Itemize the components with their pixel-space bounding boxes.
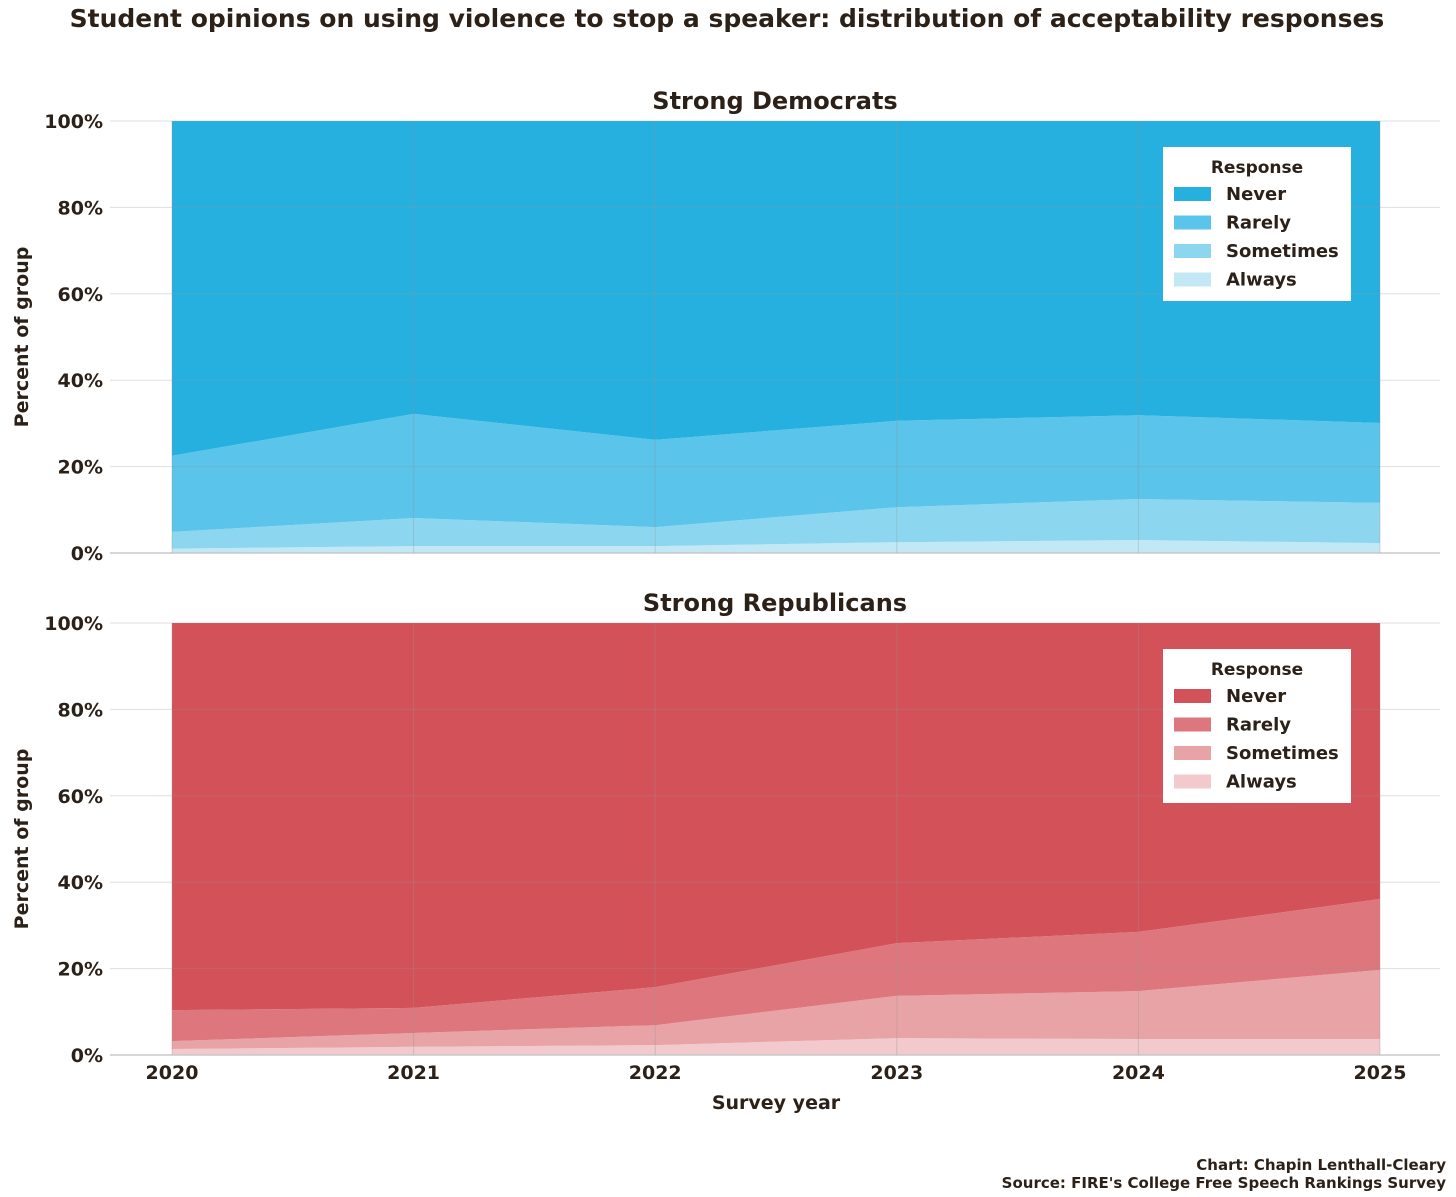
legend: Response Never Rarely Sometimes Always xyxy=(1163,147,1351,301)
legend-label-never: Never xyxy=(1226,184,1286,205)
x-tick-label: 2021 xyxy=(387,1062,440,1084)
chart-source: Source: FIRE's College Free Speech Ranki… xyxy=(1002,1174,1447,1192)
y-tick-label: 80% xyxy=(58,197,103,219)
legend-swatch-always xyxy=(1174,272,1211,287)
area-never xyxy=(172,623,1380,1011)
y-tick-label: 80% xyxy=(58,699,103,721)
y-tick-label: 20% xyxy=(58,457,103,479)
figure-title: Student opinions on using violence to st… xyxy=(70,4,1385,33)
area-rarely xyxy=(172,413,1380,532)
legend: Response Never Rarely Sometimes Always xyxy=(1163,649,1351,803)
y-tick-label: 20% xyxy=(58,959,103,981)
y-axis-label: Percent of group xyxy=(11,247,33,428)
y-tick-label: 0% xyxy=(71,1045,103,1067)
legend-swatch-always xyxy=(1174,774,1211,789)
area-rarely xyxy=(172,899,1380,1042)
y-tick-label: 100% xyxy=(44,613,103,635)
x-tick-label: 2020 xyxy=(146,1062,199,1084)
y-axis-label: Percent of group xyxy=(11,749,33,930)
legend-label-sometimes: Sometimes xyxy=(1226,743,1339,764)
panel-democrats: Strong Democrats 0% 20% 40% 60% 80% 100% Percen… xyxy=(11,87,1440,565)
panel-republicans: Strong Republicans 0% 20% 40% 60% 80% 100% 2020… xyxy=(11,589,1440,1114)
area-always xyxy=(172,1038,1380,1055)
chart-credit: Chart: Chapin Lenthall-Cleary xyxy=(1196,1156,1446,1174)
legend-label-rarely: Rarely xyxy=(1226,715,1291,736)
legend-title: Response xyxy=(1211,158,1303,178)
y-tick-label: 40% xyxy=(58,872,103,894)
legend-label-always: Always xyxy=(1226,270,1297,291)
legend-swatch-rarely xyxy=(1174,717,1211,732)
legend-label-sometimes: Sometimes xyxy=(1226,241,1339,262)
legend-swatch-sometimes xyxy=(1174,244,1211,258)
area-always xyxy=(172,540,1380,553)
y-tick-label: 60% xyxy=(58,284,103,306)
x-tick-label: 2025 xyxy=(1354,1062,1407,1084)
legend-label-never: Never xyxy=(1226,686,1286,707)
panel-title: Strong Democrats xyxy=(652,87,897,115)
y-tick-label: 100% xyxy=(44,111,103,133)
legend-swatch-never xyxy=(1174,689,1211,703)
area-sometimes xyxy=(172,499,1380,549)
legend-title: Response xyxy=(1211,660,1303,680)
area-sometimes xyxy=(172,969,1380,1049)
y-tick-label: 0% xyxy=(71,543,103,565)
legend-label-always: Always xyxy=(1226,772,1297,793)
area-never xyxy=(172,121,1380,456)
y-tick-label: 40% xyxy=(58,370,103,392)
y-tick-label: 60% xyxy=(58,786,103,808)
x-tick-label: 2023 xyxy=(870,1062,923,1084)
x-tick-label: 2024 xyxy=(1112,1062,1165,1084)
x-axis-label: Survey year xyxy=(712,1092,841,1114)
legend-label-rarely: Rarely xyxy=(1226,213,1291,234)
panel-title: Strong Republicans xyxy=(643,589,907,617)
legend-swatch-rarely xyxy=(1174,215,1211,230)
legend-swatch-sometimes xyxy=(1174,746,1211,760)
x-tick-label: 2022 xyxy=(629,1062,682,1084)
legend-swatch-never xyxy=(1174,187,1211,201)
